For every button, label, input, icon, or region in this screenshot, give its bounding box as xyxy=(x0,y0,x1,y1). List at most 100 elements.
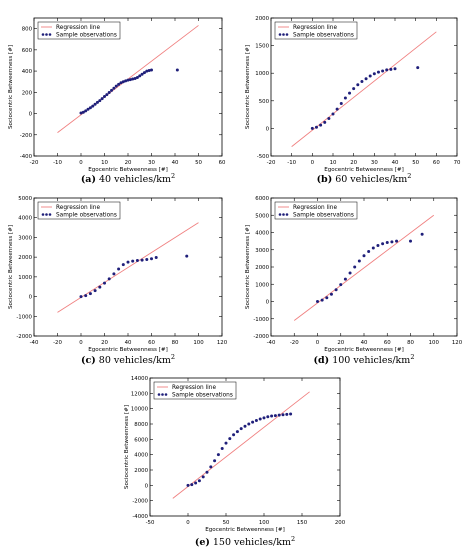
x-tick-label: 0 xyxy=(311,160,315,166)
sample-point xyxy=(320,298,324,302)
sample-point xyxy=(95,100,99,104)
sample-point xyxy=(103,95,106,99)
y-tick-label: 12000 xyxy=(131,391,149,397)
sample-point xyxy=(416,66,420,70)
sample-point xyxy=(389,67,393,71)
panel-caption: (c) 80 vehicles/km2 xyxy=(81,353,175,366)
sample-point xyxy=(339,283,343,287)
sample-point xyxy=(331,112,335,116)
sample-point xyxy=(150,257,153,261)
sample-point xyxy=(362,254,366,258)
sample-point xyxy=(393,67,397,71)
y-tick-label: 1500 xyxy=(255,44,269,50)
sample-point xyxy=(360,79,364,83)
sample-point xyxy=(205,470,209,474)
x-tick-label: 80 xyxy=(407,340,414,346)
sample-point xyxy=(91,104,95,108)
sample-point xyxy=(343,96,347,100)
x-tick-label: 0 xyxy=(186,520,190,526)
x-axis-label: Egocentric Betweenness [#] xyxy=(324,347,404,353)
sample-point xyxy=(232,433,236,437)
sample-point xyxy=(372,72,376,76)
y-tick-label: 1000 xyxy=(255,71,269,77)
legend-regression-label: Regression line xyxy=(293,205,337,211)
sample-point xyxy=(258,417,262,421)
x-tick-label: 40 xyxy=(172,160,179,166)
sample-point xyxy=(235,430,239,434)
y-tick-label: 800 xyxy=(22,27,33,33)
x-tick-label: 20 xyxy=(337,340,344,346)
x-tick-label: 100 xyxy=(429,340,440,346)
sample-point xyxy=(420,232,424,236)
sample-point xyxy=(285,412,289,416)
sample-point xyxy=(390,240,394,244)
plot-frame xyxy=(270,17,458,157)
sample-point xyxy=(175,68,179,72)
sample-point xyxy=(128,78,132,82)
x-tick-label: 40 xyxy=(361,340,368,346)
sample-point xyxy=(135,75,139,79)
y-tick-label: 3000 xyxy=(255,248,269,254)
x-tick-label: 60 xyxy=(433,160,440,166)
x-tick-label: -10 xyxy=(53,160,62,166)
x-tick-label: 30 xyxy=(371,160,378,166)
sample-point xyxy=(197,479,201,483)
sample-point xyxy=(142,71,146,75)
legend-regression-label: Regression line xyxy=(56,205,100,211)
chart-panel-c: -40 -20 0 20 40 60 80 100 120 -2000 -1000 0 1000 2000… xyxy=(8,196,228,366)
y-tick-label: 500 xyxy=(259,99,270,105)
sample-point xyxy=(273,414,277,418)
caption-text: 150 vehicles/km xyxy=(213,537,291,548)
sample-point xyxy=(348,271,352,275)
sample-point xyxy=(243,424,247,428)
legend-sample-swatch xyxy=(278,213,282,216)
y-tick-label: 4000 xyxy=(18,216,32,222)
sample-point xyxy=(79,111,83,115)
x-tick-label: 50 xyxy=(223,520,230,526)
y-tick-label: -2000 xyxy=(16,334,32,340)
x-axis-label: Egocentric Betweenness [#] xyxy=(88,167,168,173)
sample-point xyxy=(251,420,255,424)
y-tick-label: 8000 xyxy=(134,422,148,428)
legend-sample-swatch xyxy=(282,33,285,36)
caption-text: 60 vehicles/km xyxy=(335,174,407,185)
sample-point xyxy=(376,243,380,247)
legend-frame xyxy=(153,381,237,400)
sample-point xyxy=(381,69,385,73)
y-tick-label: 2000 xyxy=(255,16,269,22)
legend-sample-swatch xyxy=(48,33,52,36)
sample-point xyxy=(107,277,111,281)
caption-label: (c) xyxy=(81,355,96,366)
y-tick-label: 600 xyxy=(22,48,33,54)
y-tick-label: 0 xyxy=(29,295,33,301)
sample-point xyxy=(126,260,130,264)
legend-frame xyxy=(37,201,121,220)
x-tick-label: 100 xyxy=(259,520,270,526)
legend-sample-label: Sample observations xyxy=(56,33,117,39)
y-tick-label: 14000 xyxy=(131,376,149,382)
y-tick-label: 0 xyxy=(266,126,270,132)
x-tick-label: 30 xyxy=(148,160,155,166)
sample-point xyxy=(334,288,338,292)
sample-point xyxy=(325,296,329,300)
legend-sample-swatch xyxy=(282,213,285,216)
regression-line xyxy=(57,222,199,313)
x-tick-label: 120 xyxy=(452,340,463,346)
panel-caption: (a) 40 vehicles/km2 xyxy=(81,172,175,185)
x-tick-label: 10 xyxy=(101,160,108,166)
legend-frame xyxy=(274,201,358,220)
sample-point xyxy=(117,267,121,271)
caption-superscript: 2 xyxy=(171,172,175,180)
sample-point xyxy=(124,79,128,83)
sample-point xyxy=(98,99,102,103)
legend-sample-swatch xyxy=(41,33,45,36)
sample-point xyxy=(112,272,116,276)
y-tick-label: 0 xyxy=(29,112,33,118)
y-tick-label: -200 xyxy=(20,133,33,139)
y-tick-label: -4000 xyxy=(132,514,148,520)
sample-point xyxy=(185,254,189,258)
x-axis-label: Egocentric Betweenness [#] xyxy=(205,527,285,533)
sample-point xyxy=(327,116,331,120)
